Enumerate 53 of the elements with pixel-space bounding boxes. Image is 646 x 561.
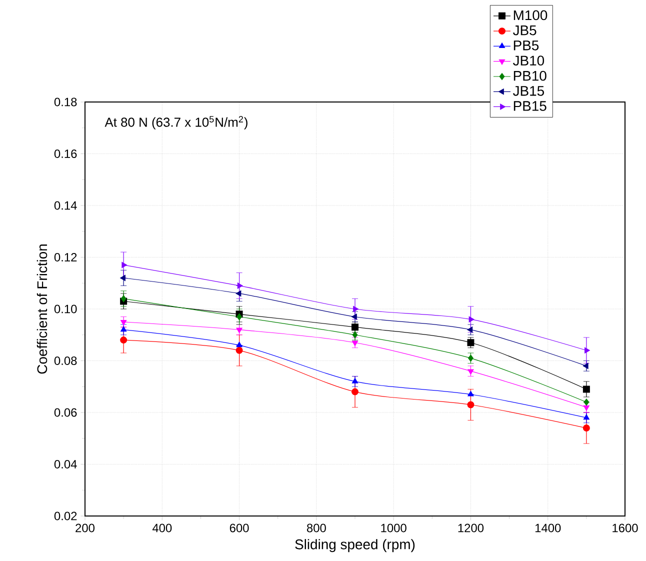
y-tick-label: 0.14: [54, 201, 77, 210]
point: [584, 347, 590, 354]
y-tick-label: 0.12: [54, 253, 77, 262]
point: [120, 274, 126, 282]
point: [237, 282, 243, 289]
point: [352, 378, 358, 384]
annotation: At 80 N (63.7 x 10$^{5}$N/m$^{2}$): [104, 116, 248, 130]
x-tick-label: 400: [152, 524, 172, 532]
x-tick-label: 800: [306, 524, 326, 532]
point: [120, 336, 128, 344]
x-tick-label: 600: [230, 524, 249, 532]
y-tick-label: 0.10: [54, 304, 77, 314]
point: [122, 262, 128, 268]
y-tick-label: 0.02: [54, 512, 77, 520]
legend-label: M100: [514, 10, 548, 20]
point: [582, 362, 588, 369]
point: [468, 316, 474, 322]
y-tick-label: 0.16: [54, 150, 77, 158]
legend-label: PB15: [514, 101, 546, 111]
point: [236, 290, 242, 297]
point: [582, 386, 590, 393]
x-tick-label: 1600: [612, 524, 638, 532]
y-tick-label: 0.08: [54, 356, 77, 365]
x-tick-label: 200: [76, 524, 95, 532]
y-tick-label: 0.18: [54, 98, 77, 106]
y-tick-label: 0.04: [54, 460, 77, 468]
x-tick-label: 1200: [458, 524, 484, 532]
point: [467, 326, 473, 333]
point: [353, 306, 358, 312]
legend-label: PB5: [514, 40, 539, 50]
legend-label: JB10: [513, 56, 544, 66]
point: [467, 339, 474, 346]
legend-label: PB10: [514, 70, 546, 81]
point: [468, 390, 474, 396]
x-tick-label: 1000: [381, 524, 406, 532]
point: [582, 424, 590, 432]
point: [467, 401, 474, 408]
point: [352, 331, 358, 338]
point: [352, 340, 358, 346]
point: [236, 342, 242, 348]
point: [352, 314, 357, 320]
x-axis-title: Sliding speed (rpm): [295, 539, 415, 552]
y-axis-title: Coefficient of Friction: [36, 244, 48, 374]
point: [352, 388, 358, 396]
x-tick-label: 1400: [535, 524, 561, 532]
point: [468, 354, 474, 362]
point: [468, 369, 474, 375]
y-tick-label: 0.06: [54, 408, 77, 417]
point: [236, 346, 243, 354]
point: [236, 328, 242, 334]
legend-label: JB15: [513, 86, 544, 96]
point: [352, 324, 358, 331]
legend-label: JB5: [513, 26, 536, 36]
